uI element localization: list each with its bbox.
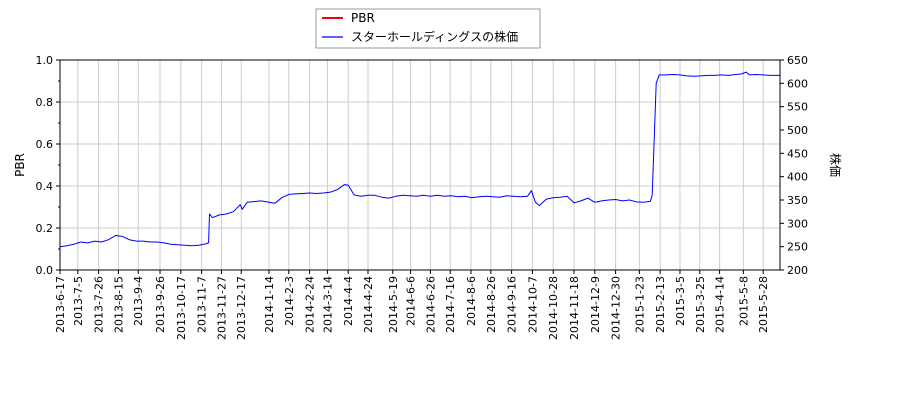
right-y-tick-label: 350 bbox=[787, 194, 808, 207]
x-tick-label: 2014-9-16 bbox=[506, 276, 519, 333]
x-tick-label: 2014-7-16 bbox=[444, 276, 457, 333]
x-tick-label: 2014-6-6 bbox=[405, 276, 418, 326]
x-tick-label: 2014-4-24 bbox=[362, 276, 375, 333]
right-y-tick-label: 400 bbox=[787, 171, 808, 184]
x-tick-label: 2015-5-8 bbox=[737, 276, 750, 326]
right-y-axis: 200 250 300 350 400 450 500 550 600 650 bbox=[780, 54, 808, 277]
x-tick-label: 2014-3-14 bbox=[321, 276, 334, 333]
x-tick-label: 2014-1-14 bbox=[263, 276, 276, 333]
x-tick-label: 2014-12-9 bbox=[589, 276, 602, 333]
legend-box bbox=[315, 8, 541, 49]
x-tick-label: 2013-9-26 bbox=[154, 276, 167, 333]
right-axis-title: 株価 bbox=[828, 153, 843, 177]
left-y-tick-label: 0.4 bbox=[36, 180, 54, 193]
x-tick-label: 2014-2-24 bbox=[304, 276, 317, 333]
x-tick-label: 2015-3-25 bbox=[694, 276, 707, 333]
left-y-axis: 0.0 0.2 0.4 0.6 0.8 1.0 bbox=[36, 54, 60, 277]
x-tick-label: 2015-1-23 bbox=[633, 276, 646, 333]
left-y-tick-label: 0.8 bbox=[36, 96, 54, 109]
left-y-tick-label: 0.6 bbox=[36, 138, 54, 151]
right-y-tick-label: 250 bbox=[787, 241, 808, 254]
right-y-tick-label: 550 bbox=[787, 101, 808, 114]
x-tick-label: 2015-3-5 bbox=[674, 276, 687, 326]
x-tick-label: 2014-8-26 bbox=[485, 276, 498, 333]
right-y-tick-label: 500 bbox=[787, 124, 808, 137]
x-tick-label: 2013-8-15 bbox=[112, 276, 125, 333]
x-tick-label: 2014-10-28 bbox=[547, 276, 560, 340]
x-tick-label: 2013-10-17 bbox=[175, 276, 188, 340]
x-tick-label: 2014-11-18 bbox=[568, 276, 581, 340]
x-tick-label: 2013-6-17 bbox=[54, 276, 67, 333]
left-axis-title: PBR bbox=[13, 153, 27, 177]
x-tick-label: 2013-11-27 bbox=[215, 276, 228, 340]
right-y-tick-label: 450 bbox=[787, 147, 808, 160]
legend-label-stock: スターホールディングスの株価 bbox=[351, 29, 518, 44]
right-y-tick-label: 650 bbox=[787, 54, 808, 67]
x-tick-label: 2015-4-14 bbox=[714, 276, 727, 333]
x-tick-label: 2014-6-26 bbox=[424, 276, 437, 333]
x-tick-label: 2014-2-3 bbox=[283, 276, 296, 326]
x-tick-label: 2013-7-26 bbox=[93, 276, 106, 333]
right-y-tick-label: 200 bbox=[787, 264, 808, 277]
x-tick-label: 2014-10-7 bbox=[526, 276, 539, 333]
x-tick-label: 2014-4-4 bbox=[342, 276, 355, 326]
x-axis: 2013-6-17 2013-7-5 2013-7-26 2013-8-15 2013-… bbox=[54, 270, 770, 340]
x-tick-label: 2014-8-6 bbox=[465, 276, 478, 326]
legend-label-pbr: PBR bbox=[351, 11, 375, 25]
series-layer bbox=[59, 71, 780, 248]
x-tick-label: 2013-7-5 bbox=[72, 276, 85, 326]
x-tick-label: 2015-5-28 bbox=[757, 276, 770, 333]
x-tick-label: 2013-12-17 bbox=[235, 276, 248, 340]
right-y-tick-label: 300 bbox=[787, 217, 808, 230]
left-y-tick-label: 0.0 bbox=[36, 264, 54, 277]
plot-area bbox=[60, 60, 780, 270]
x-tick-label: 2013-11-7 bbox=[196, 276, 209, 333]
left-y-tick-label: 1.0 bbox=[36, 54, 54, 67]
left-y-tick-label: 0.2 bbox=[36, 222, 54, 235]
right-y-tick-label: 600 bbox=[787, 77, 808, 90]
series-line-stock-price bbox=[59, 71, 780, 248]
x-tick-label: 2015-2-13 bbox=[654, 276, 667, 333]
x-tick-label: 2014-12-30 bbox=[610, 276, 623, 340]
x-tick-label: 2013-9-4 bbox=[132, 276, 145, 326]
legend: PBR スターホールディングスの株価 bbox=[315, 8, 541, 49]
x-tick-label: 2014-5-19 bbox=[387, 276, 400, 333]
